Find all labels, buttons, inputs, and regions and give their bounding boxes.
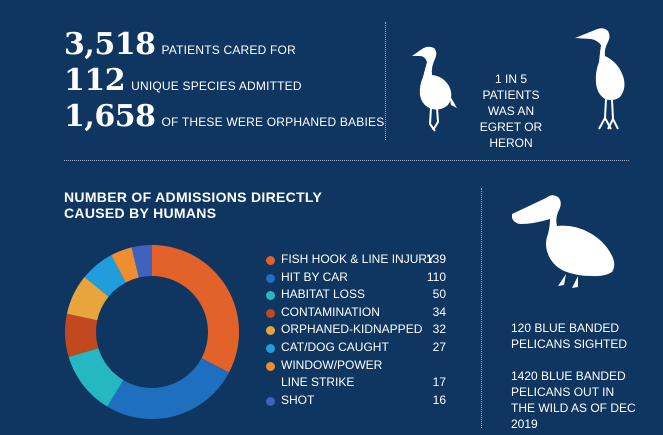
legend-label: SHOT bbox=[281, 392, 315, 407]
donut-segment-habitat-loss bbox=[68, 348, 124, 407]
stat-label: UNIQUE SPECIES ADMITTED bbox=[131, 79, 302, 93]
vertical-divider-bottom bbox=[481, 188, 482, 428]
legend-swatch bbox=[266, 396, 275, 406]
legend-value: 17 bbox=[432, 375, 446, 390]
donut-segment-window-power-line-strike bbox=[111, 247, 139, 283]
legend-value: 110 bbox=[426, 269, 446, 284]
legend-value: 139 bbox=[425, 252, 446, 266]
legend-label: WINDOW/POWER LINE STRIKE bbox=[281, 357, 383, 390]
legend-swatch bbox=[266, 343, 275, 353]
egret-icon bbox=[412, 46, 457, 132]
legend-value: 27 bbox=[432, 339, 446, 354]
legend-swatch bbox=[266, 326, 275, 336]
legend-item: HABITAT LOSS 50 bbox=[266, 286, 456, 304]
pelicans-sighted-fact: 120 BLUE BANDED PELICANS SIGHTED bbox=[511, 321, 628, 351]
legend-value: 34 bbox=[432, 304, 446, 319]
pelican-icon bbox=[512, 195, 615, 288]
heron-icon bbox=[575, 28, 625, 130]
donut-segment-cat-dog-caught bbox=[84, 255, 126, 297]
legend-item: FISH HOOK & LINE INJURY 139 bbox=[266, 251, 456, 269]
legend-swatch bbox=[266, 273, 275, 283]
legend-label: CAT/DOG CAUGHT bbox=[281, 339, 389, 354]
legend-label: ORPHANED-KIDNAPPED bbox=[281, 322, 423, 337]
vertical-divider-top bbox=[385, 22, 386, 140]
donut-segment-fish-hook-line-injury bbox=[152, 245, 239, 373]
legend-item: SHOT 16 bbox=[266, 392, 456, 410]
legend-label: CONTAMINATION bbox=[281, 304, 380, 319]
stat-number: 3,518 bbox=[64, 27, 156, 62]
stat-species: 112 UNIQUE SPECIES ADMITTED bbox=[64, 66, 302, 96]
legend-label: HIT BY CAR bbox=[281, 269, 348, 284]
legend-swatch bbox=[266, 361, 275, 371]
legend-label: HABITAT LOSS bbox=[281, 287, 366, 302]
egret-fact: 1 IN 5 PATIENTS WAS AN EGRET OR HERON bbox=[479, 72, 543, 150]
donut-segment-orphaned-kidnapped bbox=[66, 277, 109, 321]
pelicans-wild-fact: 1420 BLUE BANDED PELICANS OUT IN THE WIL… bbox=[511, 369, 636, 431]
stat-number: 1,658 bbox=[64, 99, 156, 134]
legend-swatch bbox=[266, 256, 275, 265]
legend-item: HIT BY CAR 110 bbox=[266, 269, 456, 287]
donut-chart bbox=[64, 245, 239, 419]
legend-item: ORPHANED-KIDNAPPED 32 bbox=[266, 321, 456, 339]
horizontal-divider bbox=[64, 160, 629, 161]
legend-swatch bbox=[266, 308, 275, 318]
stat-number: 112 bbox=[64, 63, 126, 98]
legend-item: CAT/DOG CAUGHT 27 bbox=[266, 339, 456, 357]
legend-value: 50 bbox=[432, 287, 446, 302]
chart-legend: FISH HOOK & LINE INJURY 139 HIT BY CAR 1… bbox=[266, 251, 456, 409]
legend-label: FISH HOOK & LINE INJURY bbox=[281, 252, 435, 266]
stat-orphaned: 1,658 OF THESE WERE ORPHANED BABIES bbox=[64, 102, 384, 132]
legend-value: 16 bbox=[432, 392, 446, 407]
stat-patients: 3,518 PATIENTS CARED FOR bbox=[64, 30, 296, 60]
legend-swatch bbox=[266, 291, 275, 301]
stat-label: OF THESE WERE ORPHANED BABIES bbox=[161, 115, 385, 129]
legend-item: CONTAMINATION 34 bbox=[266, 304, 456, 322]
chart-title: NUMBER OF ADMISSIONS DIRECTLY CAUSED BY … bbox=[64, 189, 322, 221]
donut-segment-shot bbox=[131, 245, 152, 278]
stat-label: PATIENTS CARED FOR bbox=[161, 43, 296, 57]
donut-segment-contamination bbox=[64, 313, 99, 358]
legend-value: 32 bbox=[432, 322, 446, 337]
legend-item: WINDOW/POWER LINE STRIKE 17 bbox=[266, 357, 456, 392]
donut-segment-hit-by-car bbox=[107, 358, 230, 419]
